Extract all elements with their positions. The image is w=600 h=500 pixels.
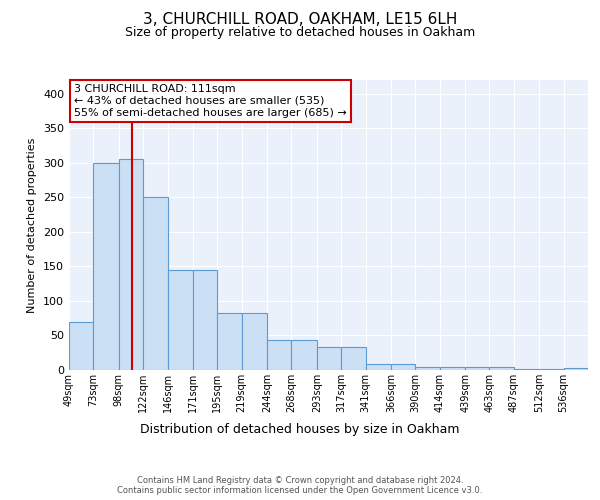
Bar — [193, 270, 217, 370]
Bar — [267, 340, 292, 370]
Bar — [167, 270, 193, 370]
Bar — [69, 322, 94, 370]
Bar — [440, 366, 465, 370]
Text: Distribution of detached houses by size in Oakham: Distribution of detached houses by size … — [140, 422, 460, 436]
Bar — [415, 366, 440, 370]
Text: Size of property relative to detached houses in Oakham: Size of property relative to detached ho… — [125, 26, 475, 39]
Bar — [539, 368, 563, 370]
Bar — [292, 340, 317, 370]
Bar — [514, 368, 539, 370]
Y-axis label: Number of detached properties: Number of detached properties — [28, 138, 37, 312]
Text: 3, CHURCHILL ROAD, OAKHAM, LE15 6LH: 3, CHURCHILL ROAD, OAKHAM, LE15 6LH — [143, 12, 457, 28]
Text: 3 CHURCHILL ROAD: 111sqm
← 43% of detached houses are smaller (535)
55% of semi-: 3 CHURCHILL ROAD: 111sqm ← 43% of detach… — [74, 84, 347, 117]
Bar — [94, 163, 119, 370]
Bar — [217, 314, 242, 370]
Bar — [341, 347, 365, 370]
Bar — [317, 347, 341, 370]
Bar — [465, 366, 490, 370]
Bar — [242, 314, 267, 370]
Bar — [119, 160, 143, 370]
Bar — [365, 364, 391, 370]
Bar — [563, 368, 588, 370]
Bar — [391, 364, 415, 370]
Bar — [490, 366, 514, 370]
Text: Contains HM Land Registry data © Crown copyright and database right 2024.
Contai: Contains HM Land Registry data © Crown c… — [118, 476, 482, 495]
Bar — [143, 198, 167, 370]
